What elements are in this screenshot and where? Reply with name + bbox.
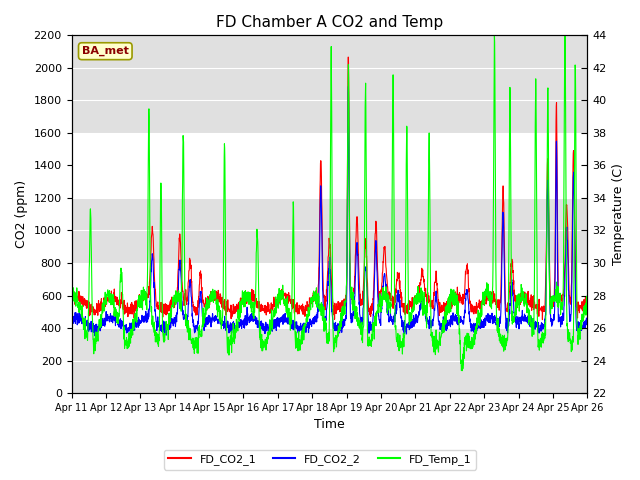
- Bar: [72, 198, 588, 263]
- Bar: [72, 328, 588, 393]
- Y-axis label: Temperature (C): Temperature (C): [612, 163, 625, 265]
- Bar: [72, 68, 588, 133]
- X-axis label: Time: Time: [314, 419, 345, 432]
- Title: FD Chamber A CO2 and Temp: FD Chamber A CO2 and Temp: [216, 15, 443, 30]
- Legend: FD_CO2_1, FD_CO2_2, FD_Temp_1: FD_CO2_1, FD_CO2_2, FD_Temp_1: [164, 450, 476, 469]
- Text: BA_met: BA_met: [82, 46, 129, 56]
- Bar: [72, 36, 588, 68]
- Y-axis label: CO2 (ppm): CO2 (ppm): [15, 180, 28, 248]
